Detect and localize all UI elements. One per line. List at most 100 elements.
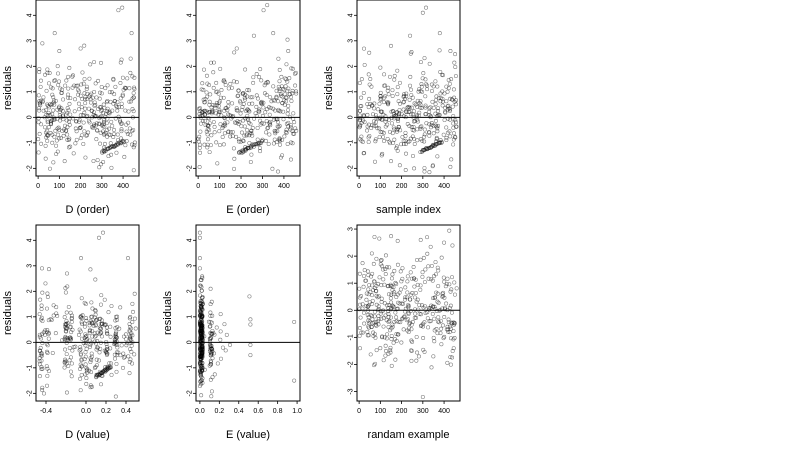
data-point <box>285 111 290 116</box>
data-point <box>105 134 110 139</box>
data-point <box>208 143 213 148</box>
data-point <box>96 106 100 111</box>
data-point <box>447 330 452 335</box>
data-point <box>46 318 51 323</box>
data-point <box>82 110 87 115</box>
data-point <box>208 336 213 340</box>
data-point <box>409 125 414 129</box>
data-point <box>37 359 42 364</box>
data-point <box>427 106 432 111</box>
data-point <box>435 84 440 89</box>
data-point <box>436 106 441 111</box>
y-tick-label: 0 <box>27 340 34 344</box>
data-point <box>67 358 72 363</box>
data-point <box>435 331 440 336</box>
data-point <box>76 332 81 337</box>
y-tick-label: -2 <box>348 165 355 171</box>
data-point <box>257 75 262 79</box>
data-point <box>448 96 453 101</box>
data-point <box>429 82 434 87</box>
data-point <box>368 290 373 295</box>
data-point <box>425 316 430 321</box>
data-point <box>90 329 95 334</box>
data-point <box>359 95 364 100</box>
data-point <box>105 344 109 349</box>
data-point <box>250 95 255 100</box>
data-point <box>95 128 100 133</box>
data-point <box>430 164 435 169</box>
data-point <box>277 89 282 94</box>
data-point <box>450 275 454 280</box>
data-point <box>417 311 422 316</box>
data-point <box>415 350 420 355</box>
data-point <box>450 243 455 248</box>
data-point <box>278 138 282 143</box>
data-point <box>206 123 211 128</box>
data-point <box>77 107 81 112</box>
data-point <box>64 78 69 83</box>
data-point <box>121 365 125 370</box>
data-point <box>422 320 427 325</box>
data-point <box>80 96 85 101</box>
data-point <box>128 70 133 75</box>
data-point <box>40 341 45 345</box>
data-point <box>220 345 225 350</box>
data-point <box>199 361 204 366</box>
data-point <box>418 257 423 262</box>
data-point <box>294 91 299 96</box>
data-point <box>123 86 128 91</box>
data-point <box>43 156 48 161</box>
data-point <box>412 295 417 300</box>
data-point <box>116 8 121 13</box>
data-point <box>367 96 372 101</box>
data-point <box>67 346 72 350</box>
data-point <box>245 128 250 133</box>
data-point <box>98 90 103 95</box>
data-point <box>361 151 366 156</box>
data-point <box>79 256 83 261</box>
data-point <box>290 66 295 71</box>
data-point <box>37 332 42 337</box>
data-point <box>366 324 371 329</box>
data-point <box>47 71 52 75</box>
data-point <box>285 141 290 146</box>
data-point <box>431 123 436 128</box>
data-point <box>94 333 98 338</box>
x-tick-label: -0.4 <box>40 408 52 415</box>
data-point <box>370 271 375 276</box>
data-point <box>380 129 385 134</box>
y-tick-label: -1 <box>187 365 194 371</box>
data-point <box>371 123 376 128</box>
data-point <box>414 334 419 339</box>
data-point <box>433 102 438 107</box>
points-e-value <box>197 230 297 399</box>
data-point <box>119 136 124 141</box>
data-point <box>247 88 252 93</box>
data-point <box>53 128 58 133</box>
data-point <box>127 371 132 376</box>
data-point <box>83 332 88 337</box>
data-point <box>373 139 378 144</box>
data-point <box>395 332 400 337</box>
data-point <box>92 60 97 65</box>
data-point <box>386 85 391 90</box>
data-point <box>107 111 112 116</box>
data-point <box>64 118 69 123</box>
data-point <box>409 50 414 54</box>
data-point <box>113 356 117 361</box>
data-point <box>371 119 376 124</box>
data-point <box>89 314 94 319</box>
data-point <box>217 142 222 147</box>
data-point <box>127 322 132 327</box>
data-point <box>393 337 397 342</box>
data-point <box>358 315 363 320</box>
data-point <box>285 37 290 42</box>
data-point <box>408 87 413 92</box>
data-point <box>418 99 423 104</box>
data-point <box>365 313 370 317</box>
data-point <box>445 324 450 329</box>
data-point <box>51 303 56 308</box>
data-point <box>389 300 394 305</box>
data-point <box>44 306 49 311</box>
y-tick-label: -3 <box>348 388 355 394</box>
